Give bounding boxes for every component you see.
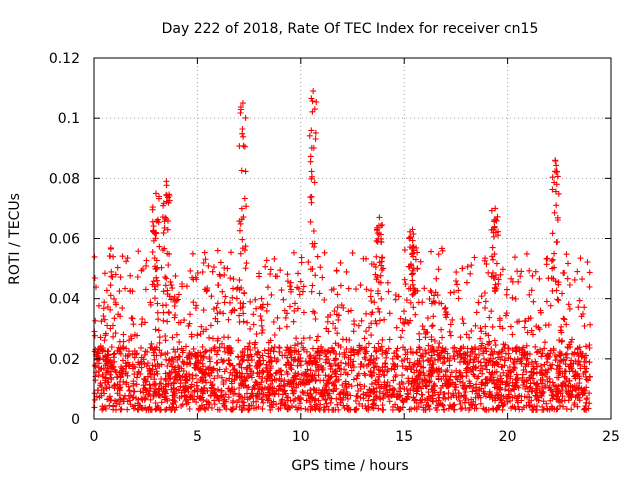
x-tick-label: 10 [292,429,310,445]
axis-ticks [93,57,612,420]
x-tick-label: 20 [499,429,517,445]
x-tick-label: 25 [602,429,620,445]
tick-labels: 0 5 10 15 20 25 0 0.02 0.04 0.06 0.08 0.1 0.12 [49,51,620,445]
x-tick-label: 0 [90,429,99,445]
chart-title: Day 222 of 2018, Rate Of TEC Index for r… [162,21,539,37]
x-axis-title: GPS time / hours [291,458,408,474]
y-tick-label: 0.08 [49,171,80,187]
y-tick-label: 0.02 [49,352,80,368]
y-axis-title: ROTI / TECUs [7,193,23,285]
y-tick-label: 0 [71,412,80,428]
x-tick-label: 5 [193,429,202,445]
y-tick-label: 0.04 [49,292,80,308]
y-tick-label: 0.1 [58,111,80,127]
y-tick-label: 0.12 [49,51,80,67]
data-points [91,88,594,413]
x-tick-label: 15 [395,429,413,445]
roti-point-markers [91,88,594,413]
y-tick-label: 0.06 [49,232,80,248]
